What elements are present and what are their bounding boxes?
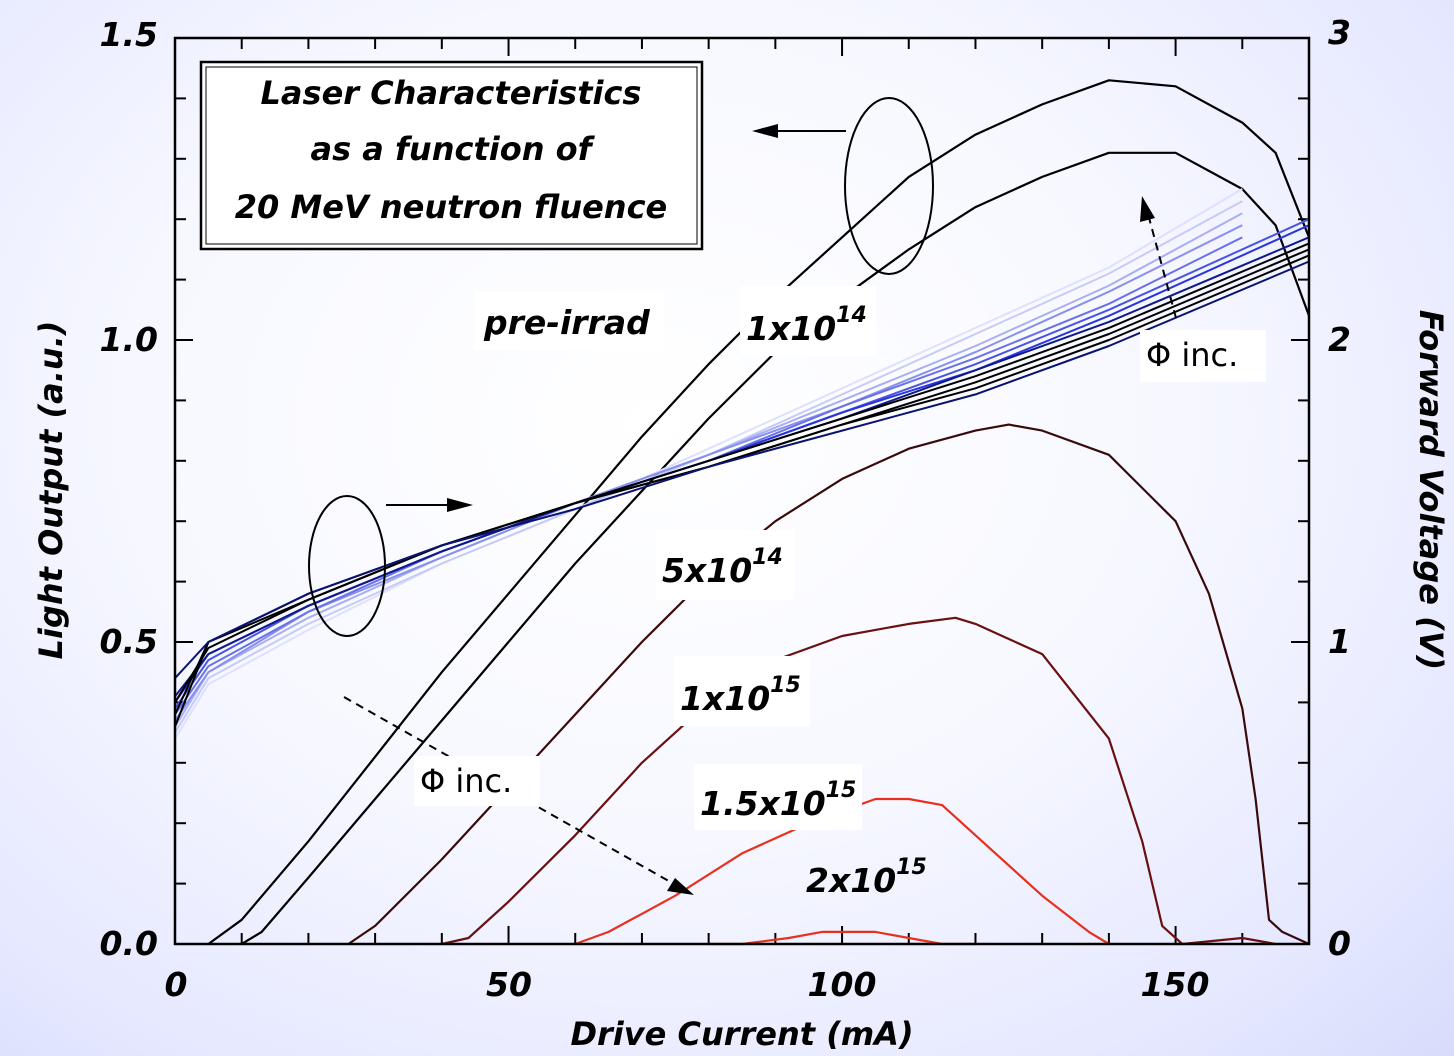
y-right-tick-label: 1 (1328, 622, 1351, 661)
forward-voltage-line-4 (174, 236, 1243, 716)
light-output-line-5 (708, 930, 976, 946)
forward-voltage-curves (174, 188, 1310, 740)
x-tick-label: 150 (1141, 965, 1210, 1004)
y-left-tick-labels: 0.0 0.5 1.0 1.5 (100, 15, 158, 963)
series-label-5e14: 5x1014 (662, 545, 783, 590)
light-output-line-3 (441, 616, 1276, 946)
forward-voltage-line-8 (174, 242, 1310, 703)
series-label-2e15: 2x1015 (806, 855, 927, 900)
fluence-increase-arrowhead-down (667, 878, 694, 895)
fluence-increase-arrow-up (1147, 213, 1177, 319)
forward-voltage-line-2 (174, 212, 1243, 728)
y-right-tick-label: 3 (1328, 13, 1351, 52)
chart-title-line-1: Laser Characteristics (261, 74, 642, 112)
axis-ticks (174, 37, 1310, 945)
y-left-tick-label: 0.0 (100, 924, 158, 963)
chart-title-line-2: as a function of (310, 130, 595, 168)
series-label-1e14-exp: 14 (836, 303, 867, 328)
series-label-5e14-exp: 14 (752, 545, 783, 570)
fluence-increase-label-upper: Φ inc. (1146, 336, 1238, 374)
series-labels: pre-irrad 1x1014 5x1014 1x1015 1.5x1015 … (414, 286, 1266, 900)
chart-title-line-3: 20 MeV neutron fluence (235, 188, 668, 226)
x-tick-label: 100 (808, 965, 877, 1004)
y-left-tick-label: 0.5 (100, 622, 158, 661)
series-label-1p5e15-exp: 15 (826, 778, 857, 803)
series-label-1e14: 1x1014 (746, 303, 867, 348)
series-label-2e15-base: 2x10 (806, 861, 896, 900)
fluence-increase-arrowhead-up (1140, 196, 1155, 222)
left-axis-arrowhead (752, 124, 778, 138)
light-output-group-ellipse (844, 97, 934, 275)
y-right-tick-label: 0 (1328, 924, 1351, 963)
y-right-axis-label: Forward Voltage (V) (1412, 310, 1450, 670)
series-label-1p5e15-base: 1.5x10 (700, 784, 826, 823)
series-label-pre-irrad: pre-irrad (483, 303, 650, 342)
right-axis-arrowhead (447, 498, 473, 512)
fluence-increase-label-lower: Φ inc. (420, 762, 512, 800)
y-left-tick-label: 1.5 (100, 15, 158, 54)
forward-voltage-line-11 (174, 260, 1310, 679)
voltage-group-ellipse (308, 495, 386, 637)
chart-title-box: Laser Characteristics as a function of 2… (199, 60, 704, 251)
x-tick-label: 0 (165, 965, 188, 1004)
x-tick-labels: 0 50 100 150 (165, 965, 1210, 1004)
y-left-tick-label: 1.0 (100, 320, 158, 359)
series-label-1e15-base: 1x10 (680, 679, 770, 718)
plot-frame (173, 36, 1311, 946)
x-tick-label: 50 (486, 965, 532, 1004)
series-label-1e15: 1x1015 (680, 673, 801, 718)
x-axis-label: Drive Current (mA) (570, 1015, 913, 1053)
y-right-tick-labels: 0 1 2 3 (1328, 13, 1351, 963)
y-right-tick-label: 2 (1328, 320, 1351, 359)
series-label-1e15-exp: 15 (770, 673, 801, 698)
forward-voltage-line-3 (174, 224, 1243, 722)
series-label-1p5e15: 1.5x1015 (700, 778, 856, 823)
series-label-1e14-base: 1x10 (746, 309, 836, 348)
y-left-axis-label: Light Output (a.u.) (32, 321, 70, 660)
series-label-2e15-exp: 15 (896, 855, 927, 880)
series-label-5e14-base: 5x10 (662, 551, 752, 590)
light-output-line-4 (574, 797, 1110, 946)
